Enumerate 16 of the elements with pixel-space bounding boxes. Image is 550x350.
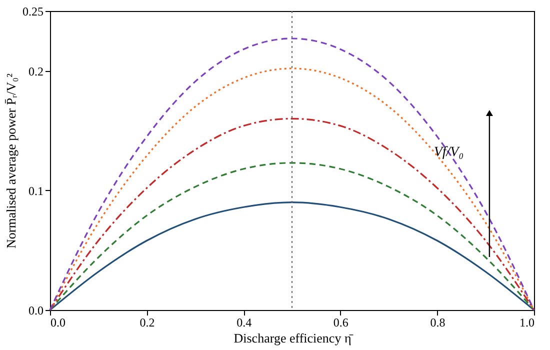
x-tick-label: 0.2 [140,316,155,330]
x-tick-label: 0.4 [236,316,252,330]
line-series [49,118,535,311]
y-tick-label: 0.2 [28,64,44,78]
line-series [49,202,535,311]
x-tick-label: 0.0 [50,316,66,330]
y-tick-label: 0.1 [28,184,44,198]
x-tick-label: 1.0 [520,316,534,330]
x-axis-title: Discharge efficiency η̄ [234,330,354,346]
x-tick-label: 0.8 [430,316,446,330]
y-tick-label: 0.0 [28,304,44,318]
line-series [49,162,535,311]
y-tick-label: 0.25 [22,4,44,18]
annotation: Vf/V₀ [434,145,464,160]
x-tick-label: 0.6 [333,316,348,330]
y-axis-title: Normalised average power P̄ᵣ/V₀² [4,73,18,248]
